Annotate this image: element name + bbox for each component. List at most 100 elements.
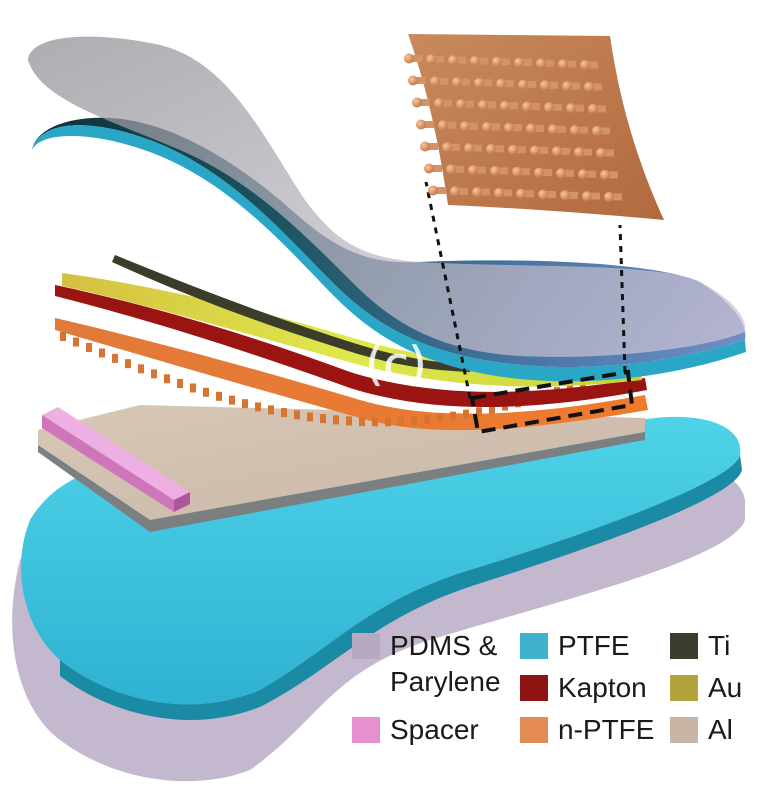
inset-pillar — [412, 97, 430, 108]
legend-swatch-au — [670, 675, 698, 701]
nptfe-pillar — [567, 382, 573, 392]
inset-pillar — [600, 169, 618, 180]
inset-pillar — [558, 59, 576, 70]
inset-pillar — [522, 101, 540, 112]
nptfe-pillar — [138, 364, 144, 374]
legend-label-pdms: PDMS & Parylene — [390, 630, 501, 697]
inset-pillar — [574, 147, 592, 158]
spacer-block — [42, 407, 190, 500]
nptfe-pillar — [112, 353, 118, 363]
legend-item-ti: Ti — [670, 628, 730, 664]
legend-item-ptfe: PTFE — [520, 628, 630, 664]
inset-pillar — [552, 146, 570, 157]
inset-pillar — [504, 122, 522, 133]
legend-label-spacer: Spacer — [390, 714, 479, 745]
nptfe-pillar — [125, 359, 131, 369]
inset-pillar — [500, 100, 518, 111]
legend-swatch-pdms — [352, 633, 380, 659]
legend-swatch-kapton — [520, 675, 548, 701]
inset-pillar — [582, 191, 600, 202]
inset-pillar — [516, 188, 534, 199]
spacer-block-side — [42, 415, 174, 512]
nptfe-pillar — [73, 337, 79, 347]
nptfe-pillar — [307, 412, 313, 422]
inset-pillar — [580, 59, 598, 70]
inset-pillar — [526, 123, 544, 134]
nptfe-pillar — [281, 408, 287, 418]
inset-pillar — [548, 124, 566, 135]
legend-item-kapton: Kapton — [520, 670, 647, 706]
inset-pillar — [448, 55, 466, 66]
inset-pillar — [560, 190, 578, 201]
legend-item-pdms: PDMS & Parylene — [352, 628, 501, 700]
nptfe-pillar — [294, 410, 300, 420]
inset-pillar — [450, 186, 468, 197]
nptfe-pillar — [398, 416, 404, 426]
nptfe-pillar — [476, 407, 482, 417]
inset-pillar — [490, 165, 508, 176]
callout-line-right — [618, 224, 627, 373]
inset-pillar — [404, 53, 422, 64]
nptfe-pillar — [489, 404, 495, 414]
inset-pillar — [434, 98, 452, 109]
inset-pillar — [472, 187, 490, 198]
legend-swatch-nptfe — [520, 717, 548, 743]
nptfe-pillar — [463, 409, 469, 419]
inset-pillar — [428, 185, 446, 196]
inset-pillar — [494, 187, 512, 198]
inset-pillar — [536, 58, 554, 69]
inset-pillar — [452, 77, 470, 88]
legend-item-au: Au — [670, 670, 742, 706]
nptfe-pillar — [385, 417, 391, 427]
top-pdms-layer — [28, 36, 746, 357]
legend-swatch-ptfe — [520, 633, 548, 659]
legend-swatch-spacer — [352, 717, 380, 743]
nptfe-pillar — [229, 395, 235, 405]
kapton-layer — [55, 285, 647, 408]
inset-pillar — [442, 142, 460, 153]
nptfe-pillar — [372, 417, 378, 427]
inset-pillar — [416, 119, 434, 130]
inset-pillar — [478, 99, 496, 110]
inset-pillar — [468, 165, 486, 176]
nptfe-pillar — [320, 414, 326, 424]
al-electrode — [38, 405, 645, 520]
inset-pillar — [530, 145, 548, 156]
legend-label-ptfe: PTFE — [558, 630, 630, 661]
inset-pillar — [512, 166, 530, 177]
inset-pillar — [474, 77, 492, 88]
inset-pillar — [408, 75, 426, 86]
inset-pillar — [438, 120, 456, 131]
nptfe-pillar — [99, 348, 105, 358]
inset-pillar — [538, 189, 556, 200]
nptfe-pillar — [242, 399, 248, 409]
nptfe-pillar — [60, 332, 66, 341]
nptfe-pillar — [216, 391, 222, 401]
nptfe-pillar — [333, 415, 339, 425]
inset-pillar — [570, 125, 588, 136]
legend-item-nptfe: n-PTFE — [520, 712, 654, 748]
nptfe-pillar — [86, 343, 92, 353]
inset-pillar — [514, 57, 532, 68]
nptfe-pillar — [450, 411, 456, 421]
nptfe-pillar — [437, 413, 443, 423]
inset-pillar — [518, 79, 536, 90]
inset-pillar — [492, 56, 510, 67]
legend-swatch-ti — [670, 633, 698, 659]
legend-label-au: Au — [708, 672, 743, 703]
nptfe-pillar — [164, 374, 170, 384]
nptfe-pillar — [177, 378, 183, 388]
nptfe-pillar — [359, 417, 365, 427]
inset-pillar — [456, 99, 474, 110]
inset-pillar — [566, 103, 584, 114]
inset-pillar — [556, 168, 574, 179]
nptfe-pillar — [203, 387, 209, 397]
nptfe-pillar — [411, 416, 417, 426]
legend-label-nptfe: n-PTFE — [558, 714, 655, 745]
inset-pillar — [446, 164, 464, 175]
inset-pillar — [470, 55, 488, 66]
inset-pillar — [496, 78, 514, 89]
inset-pillar — [420, 141, 438, 152]
top-ptfe-edge — [32, 125, 746, 382]
